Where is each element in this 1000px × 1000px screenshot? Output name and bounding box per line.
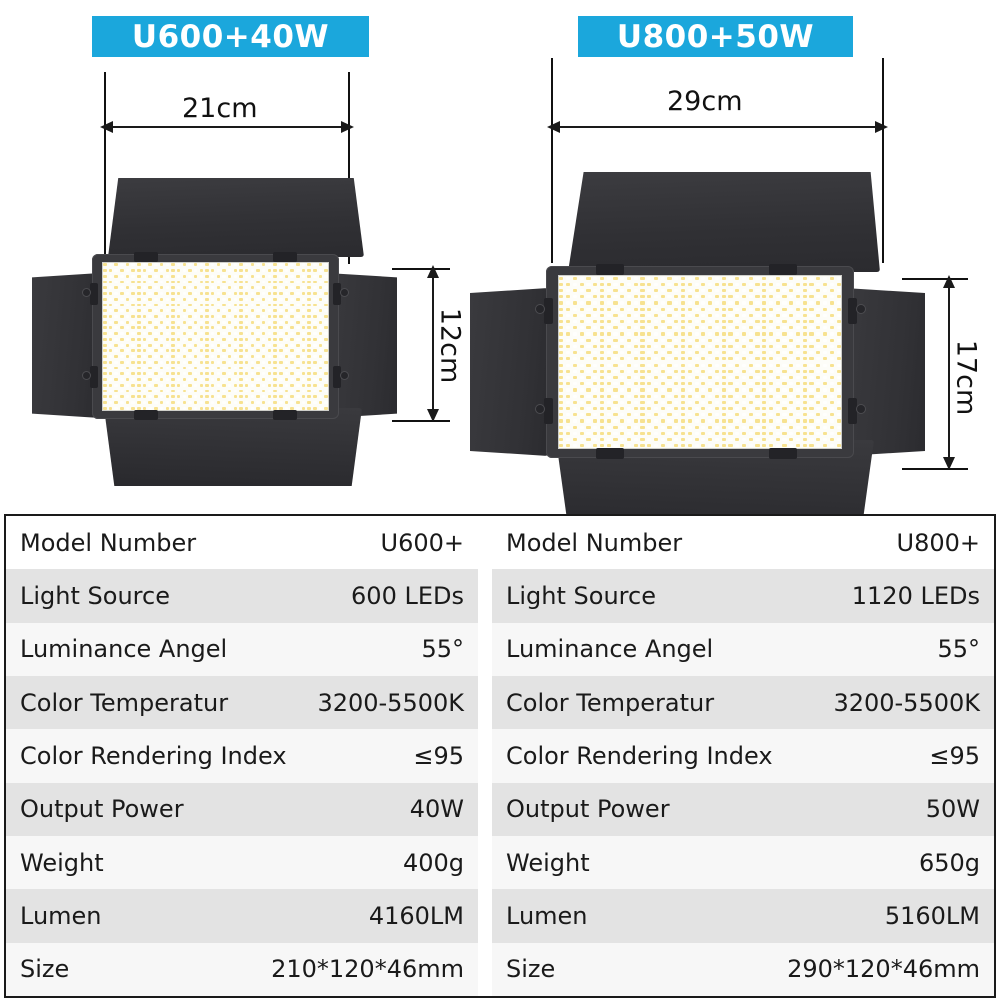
hinge-side-right-right-a [848,298,857,324]
hinge-top-left-a [134,252,158,262]
spec-value: 650g [918,848,980,877]
spec-label: Model Number [506,528,683,557]
spec-label: Lumen [20,901,102,930]
spec-label: Lumen [506,901,588,930]
spec-label: Size [20,955,70,984]
hinge-side-left-b [90,366,98,388]
spec-label: Model Number [20,528,197,557]
hinge-top-right-a [596,264,624,275]
spec-row: Output Power 50W [492,782,994,836]
spec-value: U800+ [896,528,980,557]
knob-right-panel-rl [857,405,865,413]
spec-row: Light Source 1120 LEDs [492,569,994,623]
spec-label: Output Power [506,795,670,824]
spec-value: 210*120*46mm [271,955,464,984]
spec-label: Light Source [20,581,170,610]
knob-right-panel-ru [857,305,865,313]
hinge-bottom-right-a [596,448,624,459]
spec-value: ≤95 [413,741,464,770]
spec-row: Color Temperatur 3200-5500K [492,675,994,730]
spec-label: Color Rendering Index [506,741,773,770]
hinge-bottom-left-b [273,410,297,420]
product-badge-right: U800+50W [578,16,853,57]
spec-label: Color Temperatur [20,688,229,717]
spec-value: 1120 LEDs [851,581,980,610]
spec-value: 5160LM [884,901,980,930]
spec-row: Model Number U600+ [6,516,478,570]
spec-label: Weight [20,848,104,877]
barndoor-top-left [108,178,364,257]
height-dimension-label-left: 12cm [434,307,466,384]
spec-value: U600+ [380,528,464,557]
spec-value: 55° [421,635,464,664]
hinge-top-left-b [273,252,297,262]
width-dimension-label-left: 21cm [182,93,258,124]
hinge-side-left-a [90,283,98,305]
table-divider [478,516,492,996]
led-screen-right [558,275,842,449]
spec-table-left: Model Number U600+ Light Source 600 LEDs Lum… [6,516,478,996]
knob-right-lower [341,372,348,379]
spec-label: Weight [506,848,590,877]
hinge-side-left-right-a [544,298,553,324]
hinge-bottom-left-a [134,410,158,420]
hinge-side-left-right-b [544,398,553,424]
width-dimension-label-right: 29cm [667,86,743,117]
spec-table-right: Model Number U800+ Light Source 1120 LEDs Lu… [492,516,994,996]
barndoor-left-right [470,288,548,456]
spec-row: Lumen 5160LM [492,889,994,943]
spec-value: 40W [409,795,464,824]
spec-row: Light Source 600 LEDs [6,569,478,623]
knob-left-upper [83,289,90,296]
barndoor-right-right [845,288,925,456]
spec-tables: Model Number U600+ Light Source 600 LEDs Lum… [4,514,996,998]
hinge-top-right-b [769,264,797,275]
spec-row: Lumen 4160LM [6,889,478,943]
knob-left-lower [83,372,90,379]
spec-label: Luminance Angel [20,635,228,664]
spec-row: Luminance Angel 55° [492,622,994,676]
led-panel-right [466,168,936,532]
spec-value: ≤95 [929,741,980,770]
hinge-side-right-right-b [848,398,857,424]
spec-label: Color Temperatur [506,688,715,717]
led-screen-left [102,262,329,411]
knob-right-panel-ll [536,405,544,413]
height-dimension-label-right: 17cm [950,339,982,416]
spec-row: Color Temperatur 3200-5500K [6,675,478,730]
spec-value: 3200-5500K [833,688,980,717]
spec-value: 4160LM [368,901,464,930]
spec-row: Weight 400g [6,835,478,890]
spec-value: 290*120*46mm [787,955,980,984]
barndoor-bottom-left [104,408,362,486]
spec-label: Light Source [506,581,656,610]
spec-row: Color Rendering Index ≤95 [6,729,478,783]
knob-right-panel-lu [536,305,544,313]
spec-value: 55° [937,635,980,664]
barndoor-left-left [32,273,100,418]
spec-row: Weight 650g [492,835,994,890]
spec-value: 50W [925,795,980,824]
spec-value: 400g [402,848,464,877]
spec-row: Model Number U800+ [492,516,994,570]
spec-label: Luminance Angel [506,635,714,664]
hinge-side-right-b [333,366,341,388]
spec-value: 600 LEDs [351,581,464,610]
led-panel-left [30,170,400,490]
hinge-bottom-right-b [769,448,797,459]
spec-value: 3200-5500K [317,688,464,717]
spec-label: Size [506,955,556,984]
spec-row: Size 210*120*46mm [6,942,478,996]
knob-right-upper [341,289,348,296]
spec-row: Color Rendering Index ≤95 [492,729,994,783]
spec-label: Output Power [20,795,184,824]
spec-row: Luminance Angel 55° [6,622,478,676]
barndoor-top-right [568,172,880,272]
product-badge-left: U600+40W [92,16,369,57]
spec-label: Color Rendering Index [20,741,287,770]
spec-row: Size 290*120*46mm [492,942,994,996]
hinge-side-right-a [333,283,341,305]
spec-row: Output Power 40W [6,782,478,836]
